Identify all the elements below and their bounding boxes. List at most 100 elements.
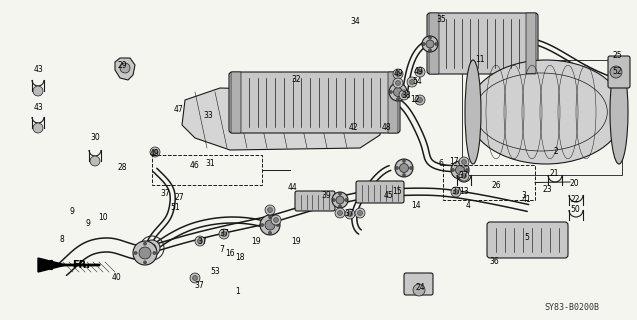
Circle shape bbox=[195, 236, 205, 246]
Circle shape bbox=[429, 49, 431, 52]
Text: 37: 37 bbox=[344, 209, 354, 218]
Circle shape bbox=[222, 231, 227, 236]
FancyBboxPatch shape bbox=[429, 13, 439, 74]
Circle shape bbox=[150, 147, 160, 157]
FancyBboxPatch shape bbox=[608, 56, 630, 88]
Text: 15: 15 bbox=[392, 188, 402, 196]
Circle shape bbox=[399, 164, 408, 172]
Ellipse shape bbox=[465, 60, 481, 164]
FancyBboxPatch shape bbox=[295, 191, 335, 211]
Circle shape bbox=[139, 247, 151, 259]
Circle shape bbox=[345, 198, 348, 202]
Circle shape bbox=[143, 261, 147, 264]
Ellipse shape bbox=[610, 60, 628, 164]
Circle shape bbox=[459, 162, 461, 164]
Text: 32: 32 bbox=[291, 76, 301, 84]
Text: 7: 7 bbox=[220, 245, 224, 254]
Text: 37: 37 bbox=[194, 281, 204, 290]
Circle shape bbox=[332, 192, 348, 208]
Circle shape bbox=[148, 244, 156, 252]
Circle shape bbox=[152, 149, 157, 155]
Circle shape bbox=[357, 211, 362, 215]
Text: FR.: FR. bbox=[72, 260, 90, 270]
Text: 17: 17 bbox=[449, 157, 459, 166]
Circle shape bbox=[466, 169, 469, 172]
Circle shape bbox=[396, 84, 399, 86]
Circle shape bbox=[403, 173, 406, 177]
Text: 48: 48 bbox=[381, 124, 391, 132]
Circle shape bbox=[338, 205, 341, 208]
Circle shape bbox=[120, 63, 130, 73]
Circle shape bbox=[396, 71, 401, 76]
Circle shape bbox=[276, 223, 279, 227]
Text: 49: 49 bbox=[150, 148, 160, 157]
Text: 46: 46 bbox=[189, 162, 199, 171]
FancyBboxPatch shape bbox=[388, 72, 398, 133]
Circle shape bbox=[454, 189, 459, 195]
Text: 38: 38 bbox=[401, 91, 411, 100]
Text: 36: 36 bbox=[489, 258, 499, 267]
Circle shape bbox=[265, 220, 275, 230]
Circle shape bbox=[410, 79, 415, 84]
Text: 27: 27 bbox=[174, 194, 184, 203]
Text: 18: 18 bbox=[235, 253, 245, 262]
Circle shape bbox=[422, 43, 426, 45]
Text: 52: 52 bbox=[612, 68, 622, 76]
Circle shape bbox=[261, 223, 264, 227]
Circle shape bbox=[197, 238, 203, 244]
Circle shape bbox=[345, 209, 355, 219]
Circle shape bbox=[396, 166, 399, 170]
Circle shape bbox=[422, 36, 438, 52]
Text: 37: 37 bbox=[197, 236, 207, 245]
Circle shape bbox=[269, 231, 271, 234]
Circle shape bbox=[401, 92, 406, 98]
Text: 35: 35 bbox=[436, 15, 446, 25]
Circle shape bbox=[610, 66, 622, 78]
Circle shape bbox=[452, 169, 454, 172]
Circle shape bbox=[459, 171, 469, 181]
Text: 53: 53 bbox=[210, 267, 220, 276]
Circle shape bbox=[451, 187, 461, 197]
Text: 40: 40 bbox=[111, 274, 121, 283]
Text: 23: 23 bbox=[542, 186, 552, 195]
Text: 37: 37 bbox=[451, 188, 461, 196]
Circle shape bbox=[403, 91, 406, 93]
Circle shape bbox=[451, 161, 469, 179]
Circle shape bbox=[338, 211, 343, 215]
Text: 5: 5 bbox=[524, 234, 529, 243]
Circle shape bbox=[33, 86, 43, 96]
Text: 13: 13 bbox=[459, 188, 469, 196]
Circle shape bbox=[403, 159, 406, 163]
Text: 51: 51 bbox=[170, 203, 180, 212]
Circle shape bbox=[455, 165, 464, 174]
Text: 8: 8 bbox=[60, 235, 64, 244]
FancyBboxPatch shape bbox=[231, 72, 241, 133]
Text: 2: 2 bbox=[554, 148, 559, 156]
FancyBboxPatch shape bbox=[356, 181, 404, 203]
Text: 10: 10 bbox=[98, 213, 108, 222]
Text: 37: 37 bbox=[458, 172, 468, 180]
Text: 30: 30 bbox=[90, 133, 100, 142]
Circle shape bbox=[389, 91, 392, 93]
Text: 4: 4 bbox=[466, 202, 471, 211]
Polygon shape bbox=[115, 58, 135, 80]
Circle shape bbox=[459, 175, 461, 179]
Text: 41: 41 bbox=[521, 196, 531, 204]
Circle shape bbox=[434, 43, 438, 45]
Ellipse shape bbox=[468, 60, 624, 164]
Text: 37: 37 bbox=[160, 188, 170, 197]
FancyBboxPatch shape bbox=[526, 13, 536, 74]
Circle shape bbox=[219, 229, 229, 239]
Text: 43: 43 bbox=[33, 66, 43, 75]
Circle shape bbox=[153, 252, 156, 254]
Circle shape bbox=[413, 284, 425, 296]
Circle shape bbox=[273, 218, 278, 222]
Polygon shape bbox=[182, 88, 380, 150]
Text: 19: 19 bbox=[291, 237, 301, 246]
Text: 47: 47 bbox=[173, 106, 183, 115]
Circle shape bbox=[395, 159, 413, 177]
Circle shape bbox=[90, 156, 100, 166]
Circle shape bbox=[192, 276, 197, 281]
Circle shape bbox=[399, 90, 409, 100]
Circle shape bbox=[396, 98, 399, 100]
